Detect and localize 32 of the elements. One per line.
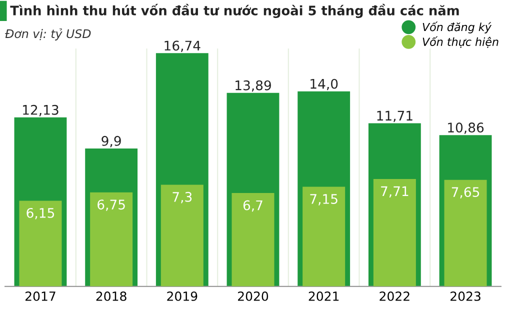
- data-label: 7,15: [310, 194, 338, 206]
- x-tick-label: 2022: [380, 291, 410, 301]
- x-tick-label: 2017: [25, 291, 56, 301]
- bar: [232, 193, 274, 286]
- x-tick-label: 2018: [96, 291, 126, 301]
- x-tick-label: 2020: [238, 291, 268, 301]
- data-label: 16,74: [164, 40, 200, 52]
- data-label: 7,65: [452, 187, 480, 198]
- data-label: 6,75: [98, 200, 125, 211]
- data-label: 13,89: [236, 80, 271, 92]
- data-label: 7,71: [381, 186, 408, 198]
- data-label: 10,86: [448, 122, 484, 134]
- chart-title: Tình hình thu hút vốn đầu tư nước ngoài 5 tháng đầu các năm: [10, 4, 459, 18]
- x-tick-label: 2023: [450, 291, 480, 301]
- bar: [160, 184, 204, 286]
- data-label: 7,3: [172, 192, 192, 204]
- x-tick-label: 2021: [308, 291, 339, 301]
- data-label: 9,9: [102, 136, 121, 148]
- x-tick-label: 2019: [167, 291, 198, 301]
- legend-label: Vốn đăng ký: [422, 22, 492, 34]
- data-label: 6,15: [26, 208, 54, 220]
- bar: [19, 200, 62, 286]
- bar: [444, 180, 487, 286]
- data-label: 11,71: [377, 110, 412, 122]
- chart-subtitle: Đơn vị: tỷ USD: [5, 28, 91, 40]
- legend-label: Vốn thực hiện: [422, 36, 498, 48]
- data-label: 6,7: [243, 200, 262, 212]
- bar: [90, 192, 133, 286]
- data-label: 12,13: [23, 104, 58, 116]
- bar: [373, 178, 416, 286]
- data-label: 14,0: [310, 78, 338, 90]
- bar: [302, 186, 346, 286]
